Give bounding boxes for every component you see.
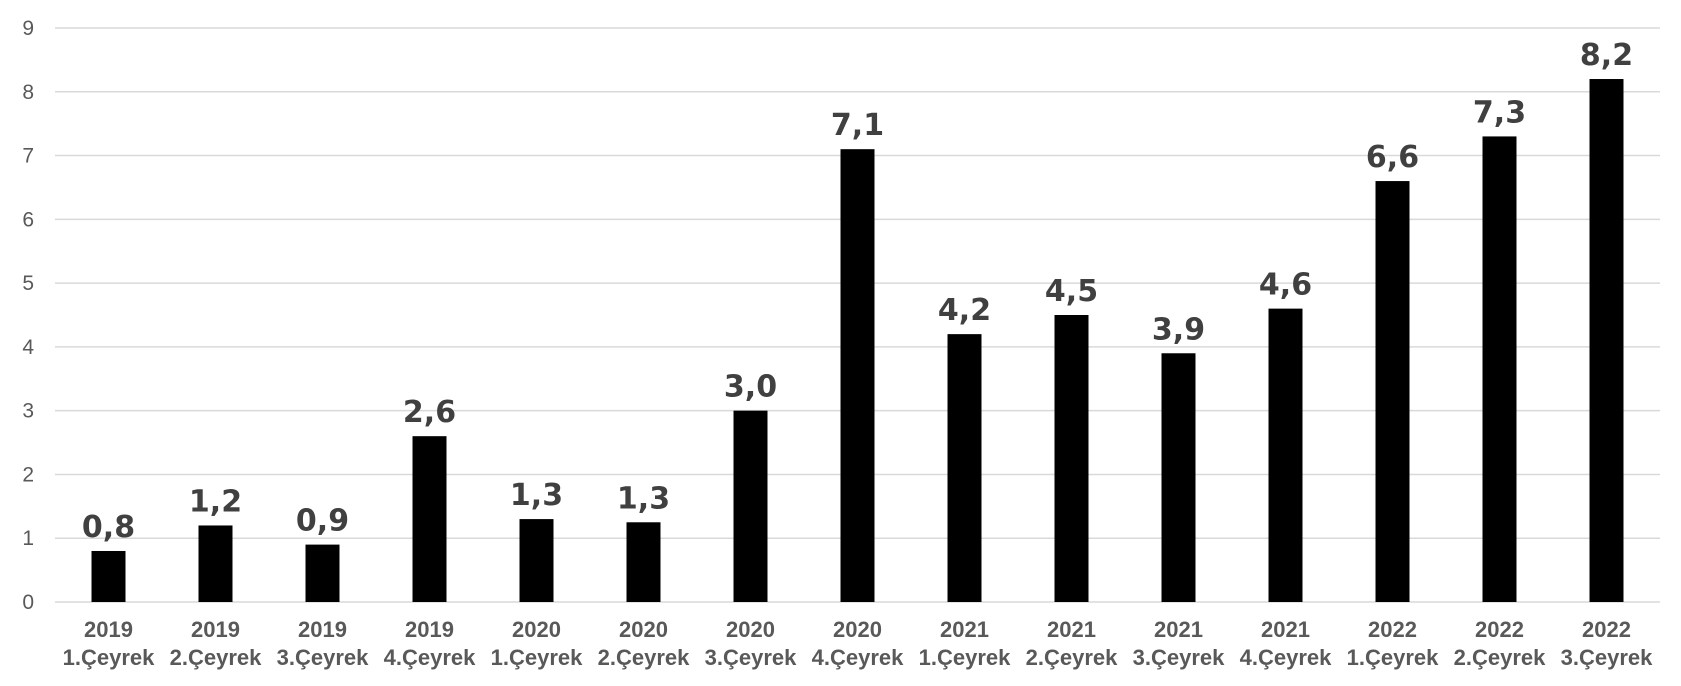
y-axis-ticks: 0 1 2 3 4 5 6 7 8 9: [22, 17, 34, 614]
x-tick-quarter: 1.Çeyrek: [1347, 645, 1440, 670]
data-label: 7,1: [831, 108, 884, 143]
x-tick-year: 2020: [726, 617, 775, 642]
data-label: 4,6: [1259, 268, 1312, 303]
x-tick-quarter: 3.Çeyrek: [1133, 645, 1226, 670]
bar: [1268, 308, 1303, 602]
data-label: 3,0: [724, 370, 777, 405]
x-tick-quarter: 2.Çeyrek: [1454, 645, 1547, 670]
data-label: 1,3: [617, 481, 670, 516]
bar: [412, 436, 447, 602]
data-label: 4,2: [938, 293, 991, 328]
data-labels: 0,8 1,2 0,9 2,6 1,3 1,3 3,0 7,1 4,2 4,5 3,9 4,6 6,6 7…: [82, 38, 1633, 545]
y-tick-label: 6: [22, 208, 34, 231]
y-tick-label: 5: [22, 272, 34, 295]
data-label: 0,8: [82, 510, 135, 545]
bar: [1161, 353, 1196, 602]
x-tick-quarter: 3.Çeyrek: [705, 645, 798, 670]
y-tick-label: 9: [22, 17, 34, 40]
y-tick-label: 1: [22, 527, 34, 550]
bar: [91, 550, 126, 602]
bar: [198, 525, 233, 602]
x-tick-quarter: 2.Çeyrek: [1026, 645, 1119, 670]
data-label: 1,2: [189, 484, 242, 519]
x-tick-quarter: 1.Çeyrek: [63, 645, 156, 670]
x-tick-year: 2020: [833, 617, 882, 642]
x-tick-year: 2022: [1582, 617, 1631, 642]
x-axis-ticks: 2019 1.Çeyrek 2019 2.Çeyrek 2019 3.Çeyrek 2019…: [63, 617, 1654, 670]
x-tick-quarter: 2.Çeyrek: [170, 645, 263, 670]
data-label: 2,6: [403, 395, 456, 430]
x-tick-year: 2019: [191, 617, 240, 642]
x-tick-quarter: 3.Çeyrek: [1561, 645, 1654, 670]
x-tick-year: 2019: [405, 617, 454, 642]
x-tick-quarter: 1.Çeyrek: [919, 645, 1012, 670]
x-tick-quarter: 1.Çeyrek: [491, 645, 584, 670]
y-tick-label: 7: [22, 145, 34, 168]
bar: [733, 410, 768, 602]
x-tick-quarter: 4.Çeyrek: [812, 645, 905, 670]
y-tick-label: 3: [22, 400, 34, 423]
data-label: 8,2: [1580, 38, 1633, 73]
bar: [1375, 181, 1410, 603]
y-tick-label: 0: [22, 591, 34, 614]
x-tick-year: 2020: [619, 617, 668, 642]
x-tick-year: 2021: [1047, 617, 1096, 642]
data-label: 1,3: [510, 478, 563, 513]
x-tick-year: 2019: [298, 617, 347, 642]
bar: [305, 544, 340, 602]
bar: [1589, 79, 1624, 603]
bar: [626, 522, 661, 602]
x-tick-year: 2022: [1368, 617, 1417, 642]
x-tick-year: 2022: [1475, 617, 1524, 642]
y-tick-label: 2: [22, 463, 34, 486]
bars: [91, 79, 1624, 603]
x-tick-quarter: 4.Çeyrek: [1240, 645, 1333, 670]
x-tick-quarter: 3.Çeyrek: [277, 645, 370, 670]
data-label: 7,3: [1473, 95, 1526, 130]
data-label: 0,9: [296, 504, 349, 539]
x-tick-year: 2021: [1154, 617, 1203, 642]
data-label: 4,5: [1045, 274, 1098, 309]
bar: [840, 149, 875, 602]
bar: [1482, 136, 1517, 602]
y-tick-label: 8: [22, 81, 34, 104]
data-label: 3,9: [1152, 312, 1205, 347]
x-tick-year: 2021: [940, 617, 989, 642]
x-tick-year: 2021: [1261, 617, 1310, 642]
y-tick-label: 4: [22, 336, 34, 359]
bar: [1054, 315, 1089, 602]
x-tick-quarter: 2.Çeyrek: [598, 645, 691, 670]
data-label: 6,6: [1366, 140, 1419, 175]
bar: [947, 334, 982, 602]
x-tick-quarter: 4.Çeyrek: [384, 645, 477, 670]
x-tick-year: 2019: [84, 617, 133, 642]
bar: [519, 519, 554, 602]
x-tick-year: 2020: [512, 617, 561, 642]
